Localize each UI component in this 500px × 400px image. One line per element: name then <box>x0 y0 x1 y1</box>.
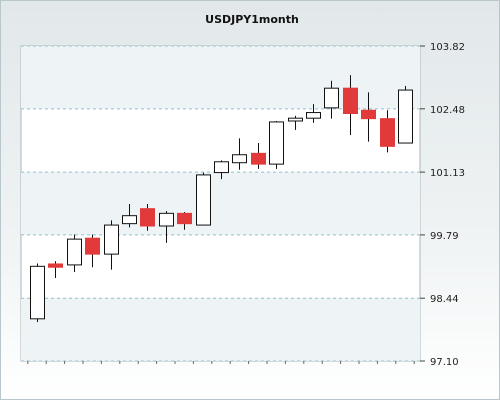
candle-body-down <box>177 212 192 225</box>
y-tick-label: 97.10 <box>430 357 459 368</box>
background-band <box>21 298 420 361</box>
candle <box>196 172 211 226</box>
candle <box>269 121 284 169</box>
candle <box>177 211 192 230</box>
y-axis: 97.10 98.44 99.79 101.13 102.48 103.82 <box>420 42 465 368</box>
candle <box>398 85 413 144</box>
candle <box>140 203 155 231</box>
background-band <box>21 46 420 109</box>
candle <box>361 92 376 142</box>
candle <box>159 211 174 243</box>
candle-body-up <box>232 154 247 164</box>
candle-body-up <box>306 112 321 119</box>
candle <box>324 80 339 119</box>
y-tick-label: 98.44 <box>430 294 459 305</box>
y-tick-label: 103.82 <box>430 42 465 53</box>
candle-body-up <box>159 212 174 227</box>
candle <box>214 160 229 180</box>
candle <box>48 261 63 279</box>
background-band <box>21 172 420 235</box>
candle-body-down <box>380 118 395 147</box>
y-tick-label: 101.13 <box>430 168 465 179</box>
candle-body-down <box>343 87 358 114</box>
candle <box>343 75 358 136</box>
y-tick-label: 102.48 <box>430 105 465 116</box>
candle-body-down <box>251 152 266 165</box>
candle <box>232 138 247 170</box>
candle-body-up <box>398 89 413 144</box>
candle <box>288 115 303 130</box>
candle <box>380 110 395 153</box>
candle-body-down <box>361 109 376 120</box>
candle-body-up <box>214 161 229 174</box>
x-axis <box>27 361 415 364</box>
background-bands <box>21 46 420 361</box>
chart-title: USDJPY1month <box>205 13 299 26</box>
candle <box>30 263 45 323</box>
candle-body-up <box>288 117 303 122</box>
candle <box>67 234 82 272</box>
candle <box>85 234 100 268</box>
candle-body-up <box>122 215 137 225</box>
y-tick-label: 99.79 <box>430 231 459 242</box>
candle-body-down <box>85 237 100 255</box>
candle-body-up <box>104 224 119 255</box>
candle-body-up <box>30 265 45 320</box>
candle-body-up <box>67 238 82 266</box>
candle-body-up <box>269 121 284 165</box>
candle-body-down <box>140 208 155 227</box>
candle <box>251 143 266 169</box>
candle <box>122 203 137 228</box>
candle-body-up <box>324 87 339 109</box>
candle-body-up <box>196 174 211 226</box>
candle <box>104 220 119 270</box>
candle <box>306 104 321 123</box>
candle-body-down <box>48 263 63 268</box>
candles <box>30 75 413 323</box>
